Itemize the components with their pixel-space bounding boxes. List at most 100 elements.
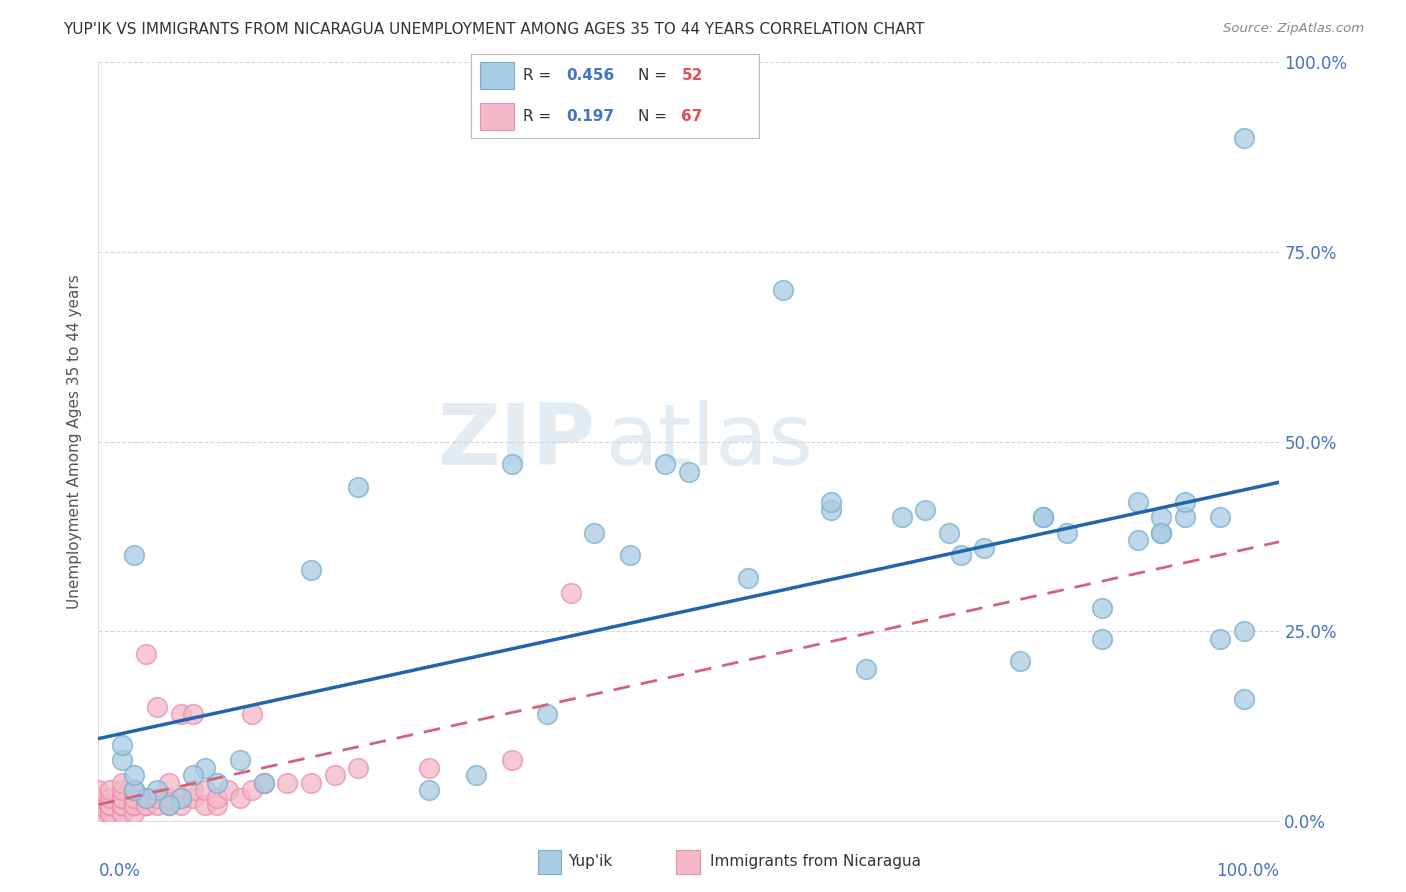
Point (87, 798, 110, 813)
Text: R =: R = (523, 68, 555, 83)
Point (1174, 510, 1197, 524)
Point (87, 791, 110, 805)
Point (122, 783, 145, 797)
Point (1032, 510, 1054, 524)
Point (1233, 131, 1256, 145)
Point (181, 783, 204, 797)
Text: Immigrants from Nicaragua: Immigrants from Nicaragua (710, 855, 921, 869)
Point (87, 798, 110, 813)
Point (583, 525, 606, 540)
Point (135, 791, 157, 805)
Point (87, 783, 110, 797)
Point (240, 707, 263, 722)
Point (146, 783, 169, 797)
Bar (479, 103, 515, 130)
Point (465, 768, 488, 782)
Point (418, 783, 440, 797)
Point (111, 738, 134, 752)
Point (111, 798, 134, 813)
Text: YUP'IK VS IMMIGRANTS FROM NICARAGUA UNEMPLOYMENT AMONG AGES 35 TO 44 YEARS CORRE: YUP'IK VS IMMIGRANTS FROM NICARAGUA UNEM… (63, 22, 925, 37)
Point (98, 783, 121, 797)
Point (536, 707, 558, 722)
Point (418, 760, 440, 774)
Bar (676, 850, 700, 873)
Point (135, 647, 157, 661)
Text: N =: N = (638, 68, 672, 83)
Point (111, 798, 134, 813)
Point (146, 798, 169, 813)
Point (501, 753, 523, 767)
Point (276, 776, 298, 790)
Bar (479, 62, 515, 89)
Point (194, 783, 217, 797)
Point (98, 806, 121, 821)
Text: 52: 52 (682, 68, 703, 83)
Point (87, 791, 110, 805)
Point (938, 525, 960, 540)
Point (146, 791, 169, 805)
Text: Yup'ik: Yup'ik (568, 855, 612, 869)
Point (135, 791, 157, 805)
Point (170, 791, 193, 805)
Point (122, 791, 145, 805)
Point (973, 541, 995, 555)
Point (111, 783, 134, 797)
Text: Source: ZipAtlas.com: Source: ZipAtlas.com (1223, 22, 1364, 36)
Point (146, 699, 169, 714)
Point (157, 798, 180, 813)
Point (890, 510, 912, 524)
Point (678, 465, 700, 479)
Point (170, 707, 193, 722)
Point (949, 548, 972, 563)
Point (1056, 525, 1078, 540)
Y-axis label: Unemployment Among Ages 35 to 44 years: Unemployment Among Ages 35 to 44 years (67, 274, 83, 609)
Point (205, 791, 228, 805)
Point (122, 806, 145, 821)
Point (820, 495, 842, 509)
Point (87, 806, 110, 821)
Point (98, 798, 121, 813)
Bar (537, 850, 561, 873)
Point (181, 768, 204, 782)
Point (181, 707, 204, 722)
Text: 0.197: 0.197 (567, 109, 614, 124)
Point (772, 283, 794, 297)
Point (111, 776, 134, 790)
Point (347, 480, 370, 494)
Point (122, 548, 145, 563)
Point (1032, 510, 1054, 524)
Point (122, 798, 145, 813)
Point (1126, 495, 1149, 509)
Point (855, 662, 877, 676)
Text: atlas: atlas (606, 400, 814, 483)
Text: 0.0%: 0.0% (98, 863, 141, 880)
Point (122, 768, 145, 782)
Point (111, 753, 134, 767)
Point (157, 791, 180, 805)
Point (111, 791, 134, 805)
Point (1209, 510, 1232, 524)
Point (98, 806, 121, 821)
Point (914, 503, 936, 517)
Point (1209, 632, 1232, 646)
Point (1091, 632, 1114, 646)
Point (253, 776, 276, 790)
Point (122, 783, 145, 797)
Point (1174, 495, 1197, 509)
Point (299, 564, 322, 578)
Point (157, 776, 180, 790)
Point (1150, 510, 1173, 524)
Point (820, 503, 842, 517)
Point (1233, 692, 1256, 706)
Point (205, 776, 228, 790)
Point (111, 798, 134, 813)
Point (135, 798, 157, 813)
Point (122, 798, 145, 813)
Point (98, 798, 121, 813)
Point (111, 798, 134, 813)
Point (1126, 533, 1149, 548)
Point (194, 760, 217, 774)
Text: ZIP: ZIP (437, 400, 595, 483)
Point (654, 458, 676, 472)
Point (98, 791, 121, 805)
